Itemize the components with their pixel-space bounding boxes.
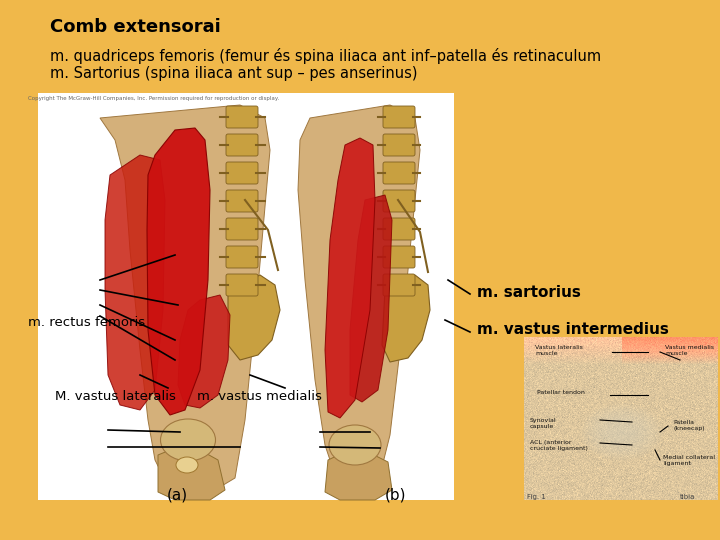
FancyBboxPatch shape (383, 246, 415, 268)
Text: Patella
(kneecap): Patella (kneecap) (673, 420, 705, 431)
FancyBboxPatch shape (383, 106, 415, 128)
Text: Synovial
capsule: Synovial capsule (530, 418, 557, 429)
Ellipse shape (161, 419, 215, 461)
Ellipse shape (176, 457, 198, 473)
Text: Patellar tendon: Patellar tendon (537, 390, 585, 395)
Text: Vastus medialis
muscle: Vastus medialis muscle (665, 345, 714, 356)
Polygon shape (178, 295, 230, 408)
Polygon shape (228, 275, 280, 360)
FancyBboxPatch shape (226, 162, 258, 184)
Bar (38, 93, 454, 500)
Polygon shape (100, 105, 270, 492)
Text: m. vastus medialis: m. vastus medialis (197, 390, 322, 403)
Text: m. quadriceps femoris (femur és spina iliaca ant inf–patella és retinaculum: m. quadriceps femoris (femur és spina il… (50, 48, 601, 64)
Text: Comb extensorai: Comb extensorai (50, 18, 221, 36)
Text: m. rectus femoris: m. rectus femoris (28, 316, 145, 329)
Ellipse shape (329, 425, 381, 465)
Text: Vastus lateralis
muscle: Vastus lateralis muscle (535, 345, 583, 356)
Polygon shape (298, 105, 420, 485)
FancyBboxPatch shape (383, 162, 415, 184)
FancyBboxPatch shape (226, 106, 258, 128)
Text: m. vastus intermedius: m. vastus intermedius (477, 322, 669, 337)
FancyBboxPatch shape (226, 246, 258, 268)
FancyBboxPatch shape (383, 134, 415, 156)
Polygon shape (158, 448, 225, 500)
FancyBboxPatch shape (383, 190, 415, 212)
Text: m. Sartorius (spina iliaca ant sup – pes anserinus): m. Sartorius (spina iliaca ant sup – pes… (50, 66, 418, 81)
Polygon shape (105, 155, 165, 410)
Text: (b): (b) (385, 488, 407, 503)
Polygon shape (350, 195, 392, 402)
Text: m. sartorius: m. sartorius (477, 285, 581, 300)
Polygon shape (382, 275, 430, 362)
Text: Copyright The McGraw-Hill Companies, Inc. Permission required for reproduction o: Copyright The McGraw-Hill Companies, Inc… (28, 96, 279, 101)
Polygon shape (325, 452, 392, 500)
Text: Medial collateral
ligament: Medial collateral ligament (663, 455, 715, 466)
Text: ACL (anterior
cruciate ligament): ACL (anterior cruciate ligament) (530, 440, 588, 451)
FancyBboxPatch shape (226, 274, 258, 296)
FancyBboxPatch shape (383, 274, 415, 296)
FancyBboxPatch shape (226, 134, 258, 156)
FancyBboxPatch shape (226, 218, 258, 240)
FancyBboxPatch shape (383, 218, 415, 240)
FancyBboxPatch shape (226, 190, 258, 212)
Text: tibia: tibia (680, 494, 695, 500)
Text: (a): (a) (166, 488, 188, 503)
Text: Fig. 1: Fig. 1 (527, 494, 546, 500)
Text: M. vastus lateralis: M. vastus lateralis (55, 390, 176, 403)
Polygon shape (325, 138, 375, 418)
Polygon shape (147, 128, 210, 415)
